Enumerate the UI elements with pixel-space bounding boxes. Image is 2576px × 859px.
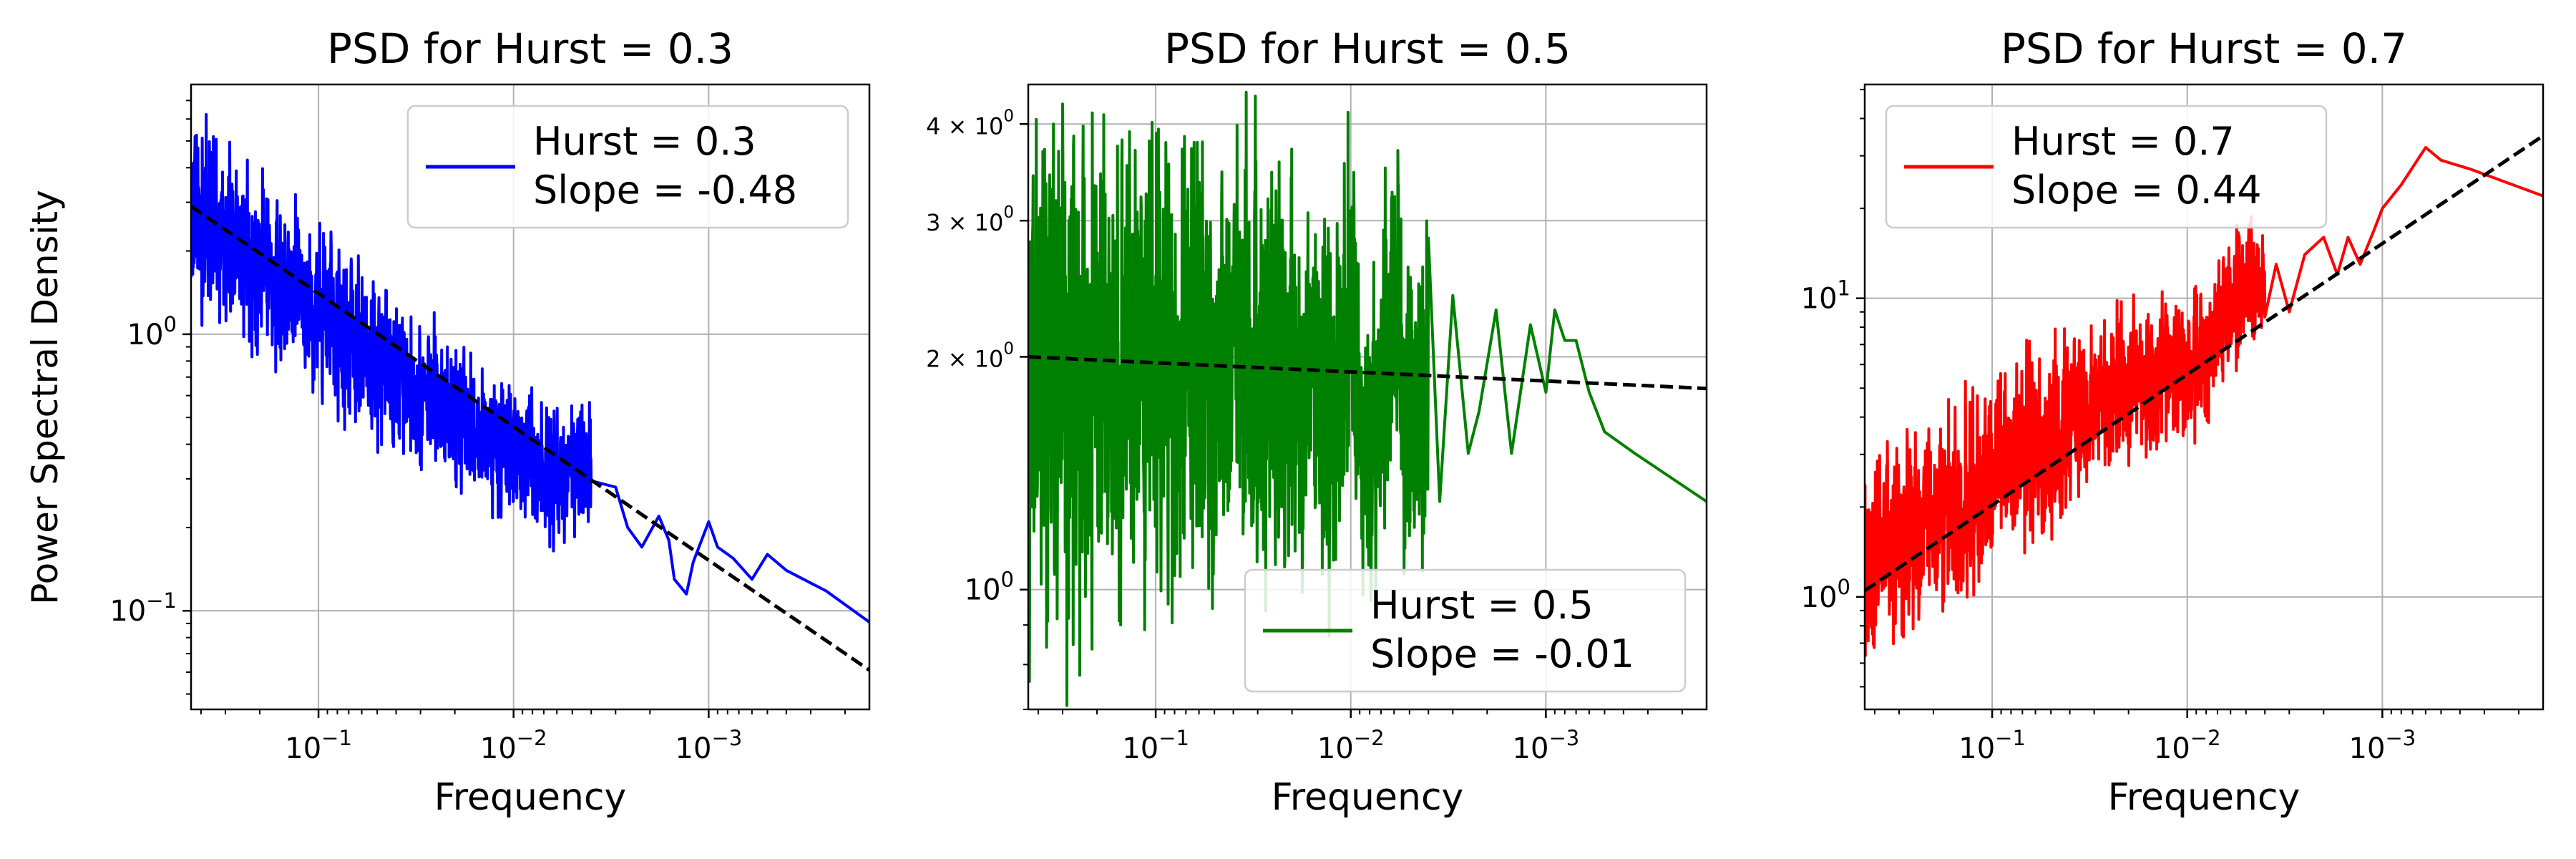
legend-entry-slope: Slope = -0.48 (533, 168, 797, 213)
panel-hurst-0-5: 10−1 10−2 10−3 4 × 100 3 × 100 2 × 100 100 PSD … (926, 24, 1708, 819)
x-tick-label: 10−1 (285, 726, 352, 765)
panel-hurst-0-7: 10−1 10−2 10−3 101 100 PSD for Hurst = 0.7 Fre… (1801, 24, 2545, 819)
x-tick-label: 10−3 (675, 726, 743, 765)
x-tick-label: 10−1 (1958, 726, 2026, 765)
y-tick-label: 2 × 100 (926, 339, 1014, 372)
panel-title: PSD for Hurst = 0.7 (2001, 24, 2407, 73)
fit-slope-line (1028, 355, 1707, 391)
panel-title: PSD for Hurst = 0.3 (327, 24, 733, 73)
psd-series-line (1865, 146, 2543, 657)
legend-entry-slope: Slope = 0.44 (2011, 168, 2262, 213)
y-tick-label: 101 (1801, 276, 1850, 316)
axes-frame (190, 83, 871, 711)
x-axis-label: Frequency (2108, 776, 2301, 819)
x-tick-label: 10−2 (480, 726, 547, 765)
panel-hurst-0-3: 10−1 10−2 10−3 100 10−1 PSD for Hurst = 0.3 Fr… (109, 24, 871, 819)
y-tick-label: 100 (965, 568, 1014, 607)
y-tick-label: 10−1 (109, 588, 177, 628)
panel-title: PSD for Hurst = 0.5 (1164, 24, 1571, 73)
legend-box (1244, 568, 1687, 693)
x-tick-label: 10−3 (2349, 726, 2416, 765)
y-axis-label: Power Spectral Density (24, 190, 66, 604)
legend-entry-hurst: Hurst = 0.3 (533, 119, 756, 164)
y-tick-label: 3 × 100 (926, 203, 1014, 236)
legend-entry-slope: Slope = -0.01 (1370, 631, 1634, 676)
x-axis-label: Frequency (1272, 776, 1464, 819)
legend-entry-hurst: Hurst = 0.7 (2011, 119, 2235, 164)
x-tick-label: 10−3 (1513, 726, 1580, 765)
fit-slope-line (191, 205, 869, 672)
fit-slope-line (1865, 134, 2543, 593)
psd-series-line (191, 113, 869, 623)
x-tick-label: 10−2 (2154, 726, 2221, 765)
y-tick-label: 100 (127, 312, 177, 351)
y-tick-label: 4 × 100 (926, 107, 1014, 140)
psd-series-line (1028, 90, 1707, 707)
x-tick-label: 10−2 (1317, 726, 1385, 765)
legend-box (1885, 105, 2328, 229)
axes-frame (1027, 83, 1708, 711)
legend-entry-hurst: Hurst = 0.5 (1370, 583, 1594, 628)
x-tick-label: 10−1 (1122, 726, 1189, 765)
axes-frame (1863, 83, 2545, 711)
legend-box (406, 105, 849, 229)
y-tick-label: 100 (1801, 575, 1850, 614)
x-axis-label: Frequency (434, 776, 627, 819)
